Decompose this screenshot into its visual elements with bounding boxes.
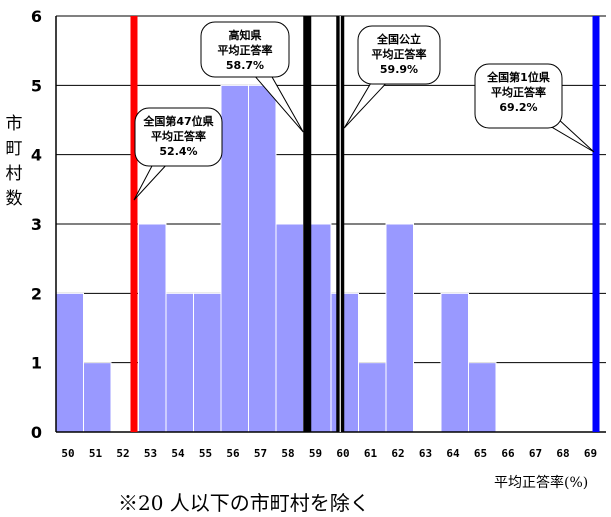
y-tick-label: 0	[31, 423, 42, 442]
x-axis-label: 平均正答率(%)	[494, 475, 589, 491]
callout-text: 58.7%	[226, 59, 264, 72]
y-tick-label: 2	[31, 284, 42, 303]
y-tick-label: 5	[31, 76, 42, 95]
x-tick-label: 58	[281, 447, 294, 460]
reference-line	[592, 16, 600, 432]
callout-text: 平均正答率	[491, 85, 546, 99]
bar	[248, 84, 277, 433]
bar	[83, 362, 112, 433]
x-tick-label: 63	[419, 447, 432, 460]
bar	[138, 223, 167, 433]
bar	[275, 223, 304, 433]
callout-text: 59.9%	[380, 63, 418, 76]
bar	[220, 84, 249, 433]
reference-line	[303, 16, 312, 432]
footnote: ※20 人以下の市町村を除く	[118, 491, 370, 515]
x-tick-label: 51	[89, 447, 103, 460]
x-tick-label: 55	[199, 447, 212, 460]
bar	[385, 223, 414, 433]
callout-fill	[476, 65, 561, 127]
x-tick-label: 68	[556, 447, 569, 460]
x-tick-label: 54	[171, 447, 185, 460]
y-tick-label: 3	[31, 215, 42, 234]
callout-fill	[202, 23, 288, 76]
x-tick-label: 60	[336, 447, 349, 460]
callout-text: 52.4%	[159, 145, 197, 158]
callout-text: 全国公立	[376, 32, 421, 46]
callout-text: 高知県	[229, 28, 262, 42]
x-tick-label: 56	[226, 447, 240, 460]
callout-fill	[136, 109, 221, 165]
bar	[193, 292, 222, 433]
bar	[165, 292, 194, 433]
x-tick-label: 66	[501, 447, 515, 460]
reference-line	[130, 16, 138, 432]
callout-text: 平均正答率	[372, 47, 427, 61]
x-tick-label: 50	[61, 447, 74, 460]
x-tick-label: 53	[144, 447, 157, 460]
callout-text: 全国第1位県	[486, 70, 550, 84]
bar	[358, 362, 387, 433]
x-tick-label: 61	[364, 447, 378, 460]
y-tick-label: 1	[31, 354, 42, 373]
bar	[330, 292, 359, 433]
callout-text: 平均正答率	[151, 129, 206, 143]
x-tick-label: 65	[474, 447, 487, 460]
callout-text: 平均正答率	[218, 43, 273, 57]
bar	[55, 292, 84, 433]
callout-text: 69.2%	[499, 101, 537, 114]
y-axis-label: 市町村数	[5, 114, 23, 209]
x-tick-label: 59	[309, 447, 322, 460]
y-tick-label: 4	[31, 146, 42, 165]
x-tick-label: 57	[254, 447, 267, 460]
callout-fill	[359, 27, 439, 83]
bar	[468, 362, 497, 433]
x-tick-label: 69	[584, 447, 597, 460]
x-tick-label: 67	[529, 447, 542, 460]
bar	[440, 292, 469, 433]
y-tick-label: 6	[31, 7, 42, 26]
x-tick-label: 62	[391, 447, 404, 460]
x-tick-label: 64	[446, 447, 460, 460]
x-tick-label: 52	[116, 447, 129, 460]
callout-text: 全国第47位県	[142, 114, 213, 128]
